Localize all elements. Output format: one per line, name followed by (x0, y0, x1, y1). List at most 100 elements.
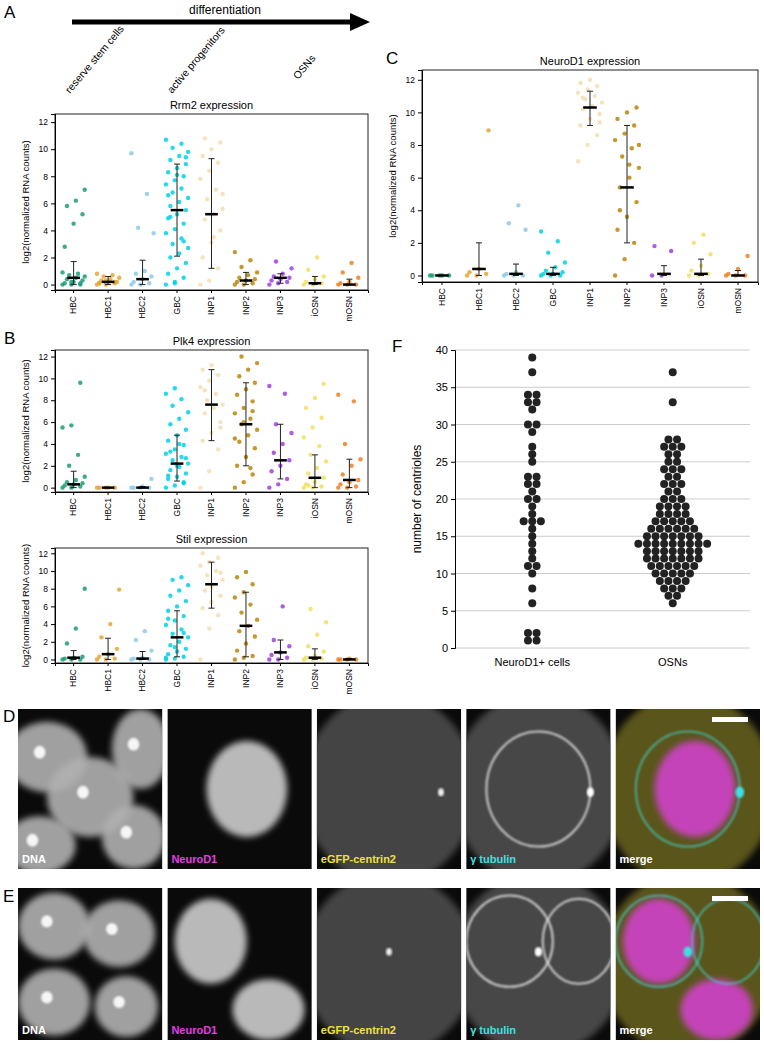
strip-chart: Plk4 expressionlog2(normalized RNA count… (20, 335, 369, 524)
dot (235, 464, 239, 468)
dot (306, 267, 310, 271)
dot (173, 281, 177, 285)
tick: 2 (43, 461, 55, 471)
dot (198, 657, 202, 661)
image-blob (438, 788, 444, 796)
error-cap (277, 478, 283, 479)
tick: 10 (406, 108, 422, 118)
y-axis-title: number of centrioles (410, 445, 424, 554)
dot (244, 570, 248, 574)
dot (322, 476, 326, 480)
median (171, 636, 184, 639)
dot (214, 391, 218, 395)
dot (664, 510, 672, 518)
error-bar (105, 638, 111, 659)
arrow-title: differentiation (189, 3, 261, 17)
image-panel: eGFP-centrin2 (302, 693, 475, 885)
image-blob (106, 923, 118, 935)
dot (246, 273, 250, 277)
tick-label: 8 (410, 140, 415, 150)
dot (60, 425, 64, 429)
dot (677, 465, 685, 473)
dot (528, 584, 536, 592)
dot (235, 575, 239, 579)
tick-mark (51, 176, 55, 177)
tick-label: mOSN (344, 296, 354, 322)
dot (588, 78, 592, 82)
dot (673, 488, 681, 496)
error-cap (243, 382, 249, 383)
dot (168, 255, 172, 259)
image-blob (616, 888, 760, 1040)
dot (726, 272, 730, 276)
dot (677, 517, 685, 525)
dot (315, 255, 319, 259)
median (136, 486, 149, 489)
dot (430, 273, 434, 277)
median (274, 277, 287, 280)
dot (533, 398, 541, 406)
dot (682, 502, 690, 510)
channel-label: merge (620, 1024, 653, 1036)
error-cap (243, 284, 249, 285)
image-ring (692, 899, 760, 984)
dot (184, 261, 188, 265)
dot (272, 638, 276, 642)
tick: 2 (43, 253, 55, 263)
error-line (627, 125, 628, 242)
dot (166, 617, 170, 621)
error-cap (71, 659, 77, 660)
error-bar (243, 592, 249, 657)
error-cap (476, 242, 482, 243)
tick-label: 4 (43, 226, 48, 236)
dot (242, 406, 246, 410)
image-blob (175, 899, 247, 984)
dot (218, 140, 222, 144)
dot (218, 228, 222, 232)
tick: 35 (436, 381, 455, 393)
x-axis: HBCHBC1HBC2GBCINP1INP2INP3iOSNmOSN (56, 492, 369, 524)
dot (250, 582, 254, 586)
error-cap (550, 267, 556, 268)
grid-line (455, 573, 750, 574)
error-cap (312, 454, 318, 455)
dot (181, 655, 185, 659)
tick-label: NeuroD1+ cells (495, 656, 571, 668)
dot (669, 465, 677, 473)
image-panel: merge (601, 693, 764, 885)
median (171, 462, 184, 465)
dot (69, 280, 73, 284)
tick-label: 20 (436, 493, 448, 505)
dot (216, 266, 220, 270)
stage-label: active progenitors (164, 24, 226, 95)
figure: Rrm2 expressionlog2(normalized RNA count… (0, 0, 764, 1043)
error-bar (277, 424, 283, 479)
tick: GBC (172, 290, 182, 314)
dot (745, 254, 749, 258)
marks (428, 78, 750, 278)
dot (686, 547, 694, 555)
error-cap (71, 471, 77, 472)
dot (181, 481, 185, 485)
y-axis-title: log2(normalized RNA counts) (20, 359, 31, 483)
dot (78, 381, 82, 385)
error-bar (105, 276, 111, 284)
dot (69, 423, 73, 427)
panel-label: E (3, 887, 14, 906)
dot (181, 174, 185, 178)
tick-label: INP1 (206, 296, 216, 315)
dot (250, 472, 254, 476)
tick: 40 (436, 344, 455, 356)
dot (209, 363, 213, 367)
tick: HBC2 (137, 290, 147, 319)
error-cap (624, 125, 630, 126)
tick-mark (51, 444, 55, 445)
dot (246, 367, 250, 371)
image-panel: DNA (4, 709, 170, 874)
tick-mark (51, 571, 55, 572)
tick-mark (51, 642, 55, 643)
tick: HBC2 (511, 282, 521, 311)
dot (173, 618, 177, 622)
dot (533, 495, 541, 503)
tick-label: INP3 (659, 288, 669, 307)
